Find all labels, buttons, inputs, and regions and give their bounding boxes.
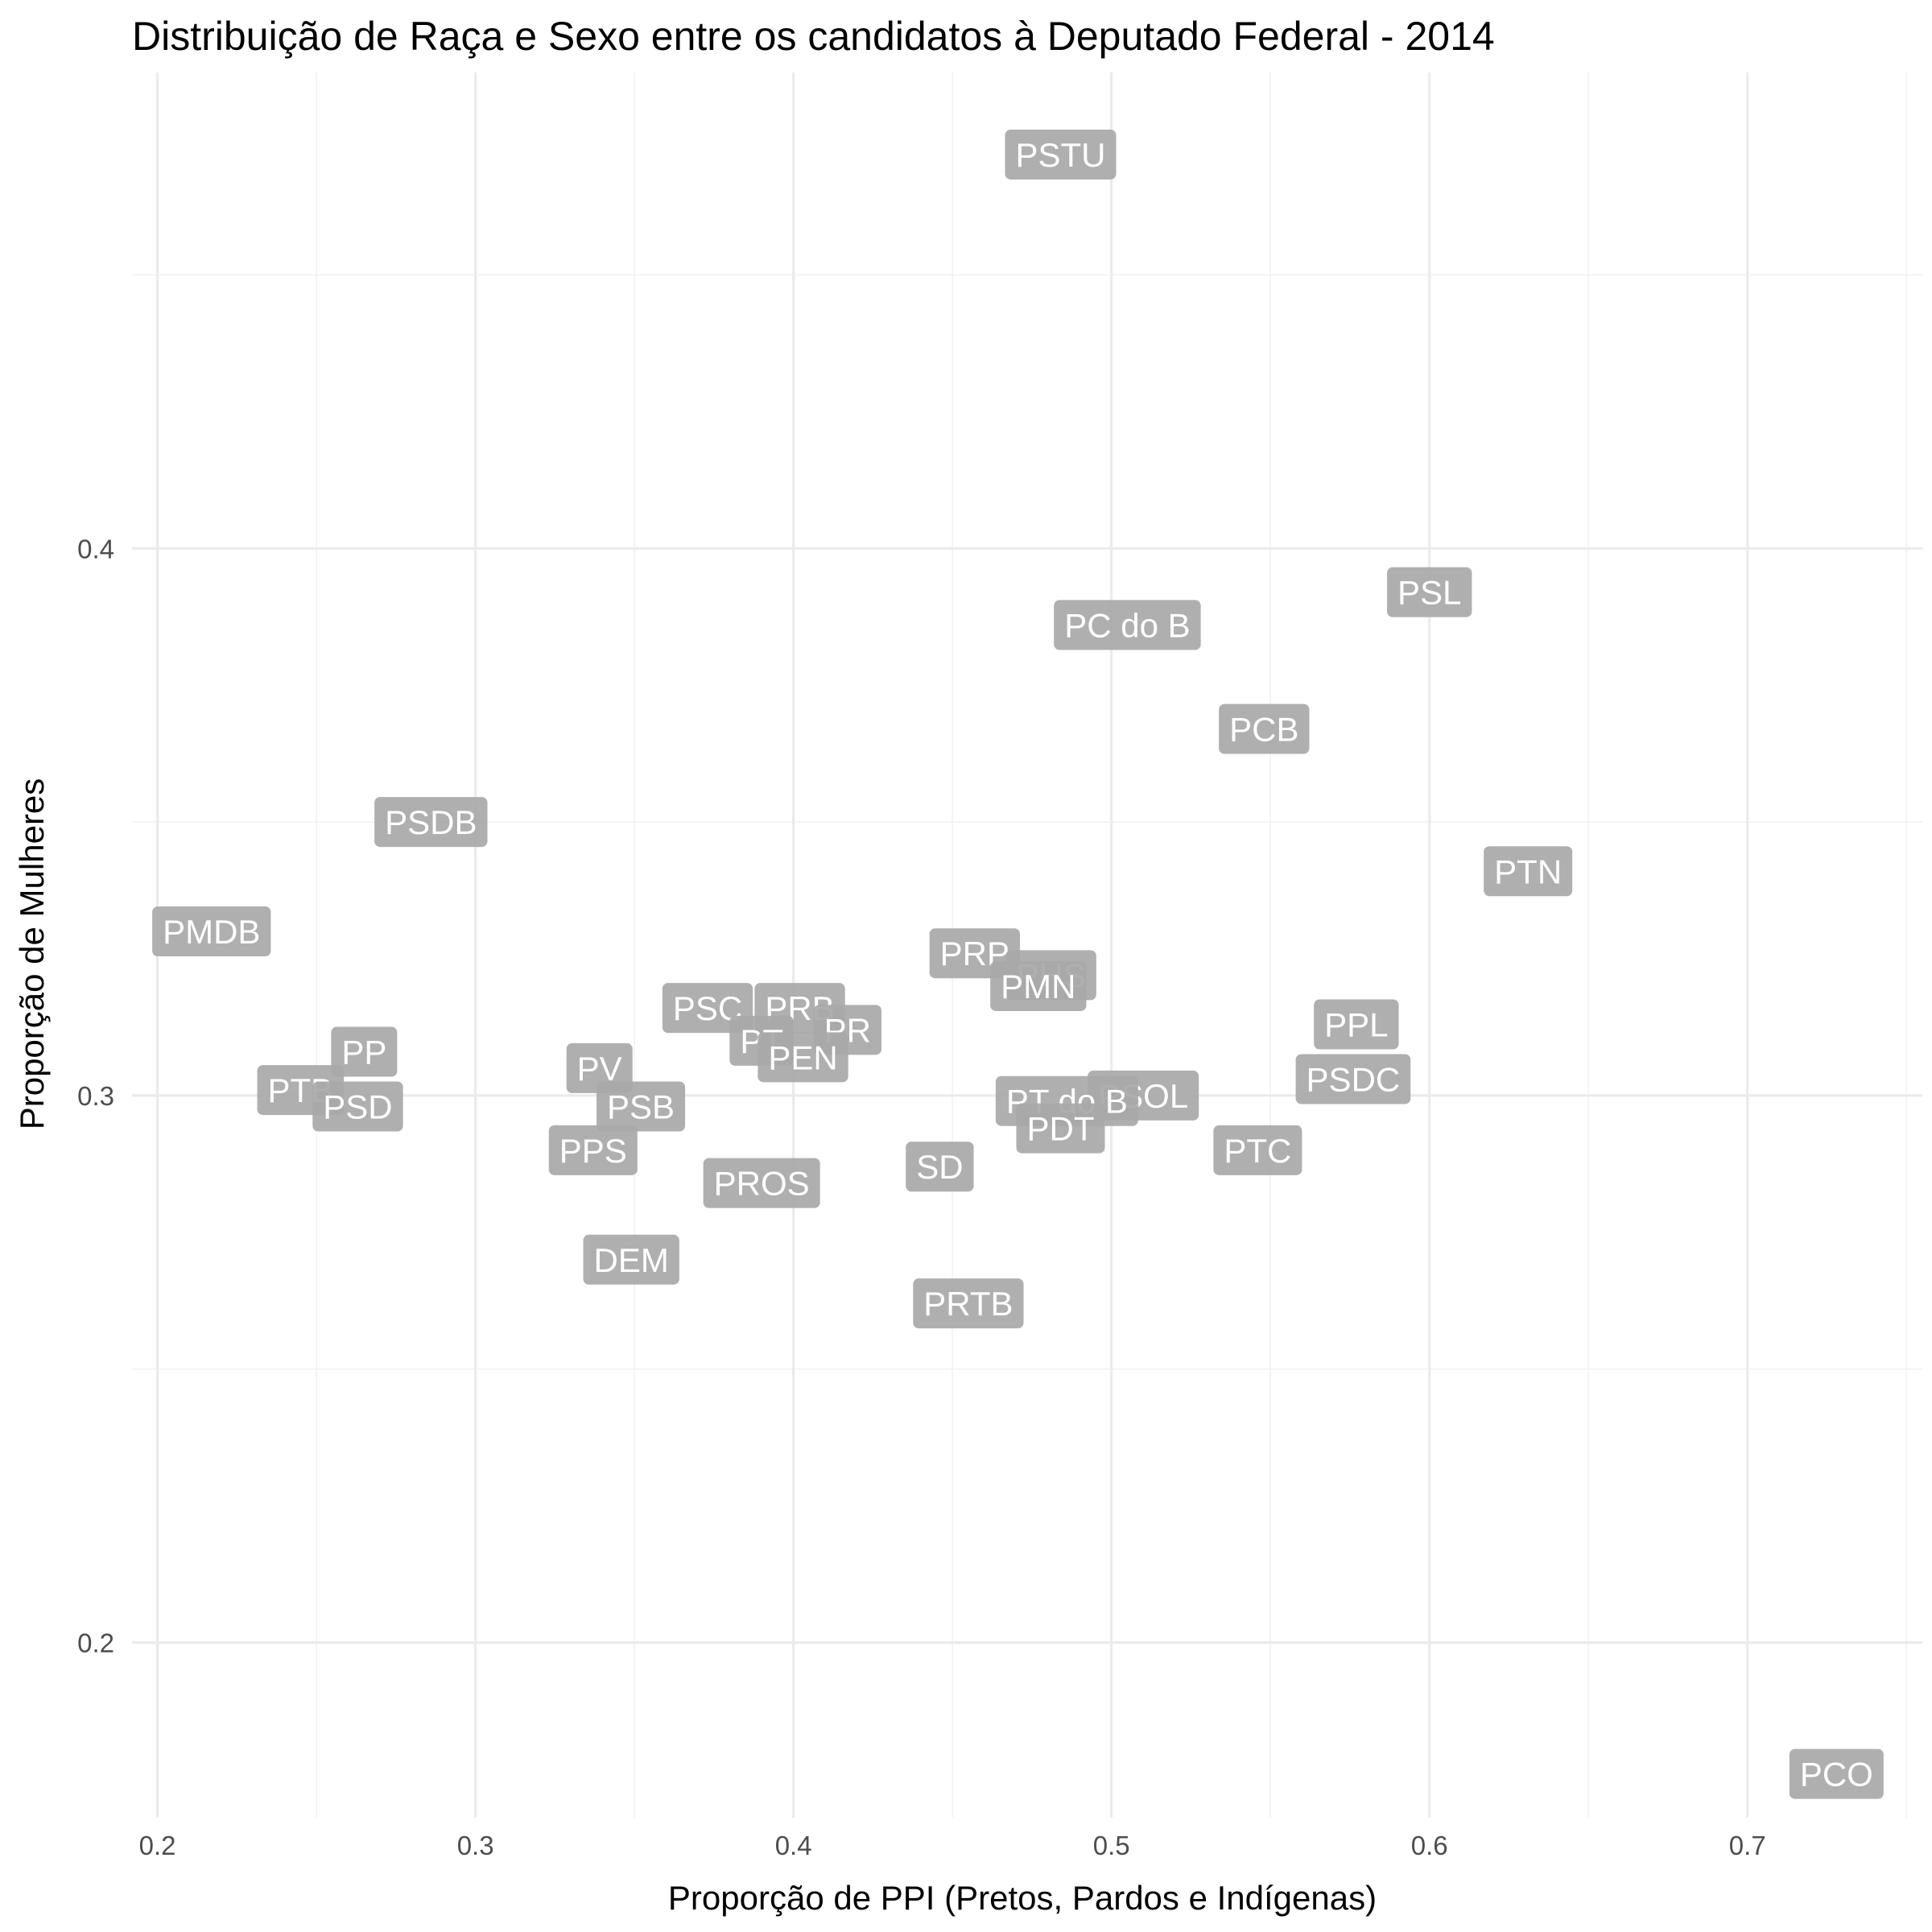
point-label-box [758,1032,848,1083]
point-label: PV [566,1042,633,1093]
point-label-text: PRTB [923,1285,1013,1323]
point-label-box [1789,1748,1884,1799]
point-label: PTC [1213,1125,1302,1175]
point-label-text: PCO [1800,1756,1873,1794]
point-label: PEN [758,1032,848,1083]
point-label-text: PTC [1224,1132,1291,1170]
x-tick-label: 0.2 [139,1831,176,1860]
point-label-box [990,960,1087,1011]
point-label-text: PSDB [385,803,477,841]
point-label-text: PC do B [1064,606,1190,644]
point-label-box [1314,999,1399,1050]
x-axis-title: Proporção de PPI (Pretos, Pardos e Indíg… [668,1879,1377,1917]
point-label: PMN [990,960,1087,1011]
point-label-text: PSD [323,1088,392,1125]
point-label-box [1005,129,1117,180]
point-label-text: PP [341,1034,386,1071]
point-label-box [374,797,488,848]
point-label-text: PMDB [163,913,260,951]
point-label-text: PTN [1494,852,1562,890]
point-label-box [1295,1054,1411,1104]
point-label: PRTB [913,1278,1024,1329]
point-label-text: PSDC [1307,1061,1401,1099]
point-label-box [1484,846,1573,897]
x-tick-label: 0.6 [1411,1831,1448,1860]
point-label: PSD [312,1081,403,1132]
point-label-box [906,1141,974,1192]
point-label-text: PPS [559,1132,627,1170]
y-tick-label: 0.4 [77,534,114,564]
point-label: PDT [1016,1103,1105,1154]
point-label: PSB [597,1081,686,1132]
point-label-text: PPL [1324,1006,1388,1044]
y-tick-label: 0.3 [77,1081,114,1111]
point-label: PCB [1219,704,1310,754]
point-label-box [1016,1103,1105,1154]
point-label-box [703,1158,820,1208]
x-tick-label: 0.7 [1729,1831,1766,1860]
point-label-text: PEN [768,1038,837,1076]
x-tick-label: 0.5 [1093,1831,1130,1860]
point-label: PPS [548,1125,638,1175]
point-label-text: PV [577,1050,622,1088]
point-label-box [312,1081,403,1132]
point-label-box [1054,600,1201,650]
point-label: PPL [1314,999,1399,1050]
point-label: PROS [703,1158,820,1208]
point-label: PSTU [1005,129,1117,180]
point-label-text: PSTU [1015,136,1105,174]
y-tick-label: 0.2 [77,1629,114,1658]
point-label-text: PCB [1229,711,1298,749]
point-label-text: DEM [594,1241,669,1279]
point-label-box [1213,1125,1302,1175]
point-label-box [566,1042,633,1093]
point-label: DEM [583,1234,679,1285]
point-label-box [331,1026,398,1077]
point-label-box [1387,567,1472,617]
point-label-box [548,1125,638,1175]
point-label: SD [906,1141,974,1192]
grid [132,72,1922,1818]
point-label: PSL [1387,567,1472,617]
point-label-box [597,1081,686,1132]
point-label-text: PROS [714,1165,810,1203]
point-label: PSDC [1295,1054,1411,1104]
x-tick-label: 0.3 [457,1831,494,1860]
y-axis-ticks: 0.2 0.3 0.4 [77,534,114,1657]
point-label: PTN [1484,846,1573,897]
x-tick-label: 0.4 [775,1831,812,1860]
point-label-text: PMN [1001,968,1075,1005]
point-label: PC do B [1054,600,1201,650]
point-label: PP [331,1026,398,1077]
point-label: PMDB [152,906,271,957]
point-label-text: PSB [607,1088,675,1125]
point-label-box [1219,704,1310,754]
point-label: PCO [1789,1748,1884,1799]
chart-title: Distribuição de Raça e Sexo entre os can… [132,14,1495,59]
x-axis-ticks: 0.2 0.3 0.4 0.5 0.6 0.7 [139,1831,1766,1860]
point-label-text: SD [916,1148,963,1186]
point-label-box [913,1278,1024,1329]
y-axis-title: Proporção de Mulheres [13,778,51,1130]
point-label-text: PSL [1397,574,1461,612]
point-label-box [152,906,271,957]
point-label: PSDB [374,797,488,848]
point-label-text: PDT [1026,1110,1094,1148]
point-label-box [583,1234,679,1285]
